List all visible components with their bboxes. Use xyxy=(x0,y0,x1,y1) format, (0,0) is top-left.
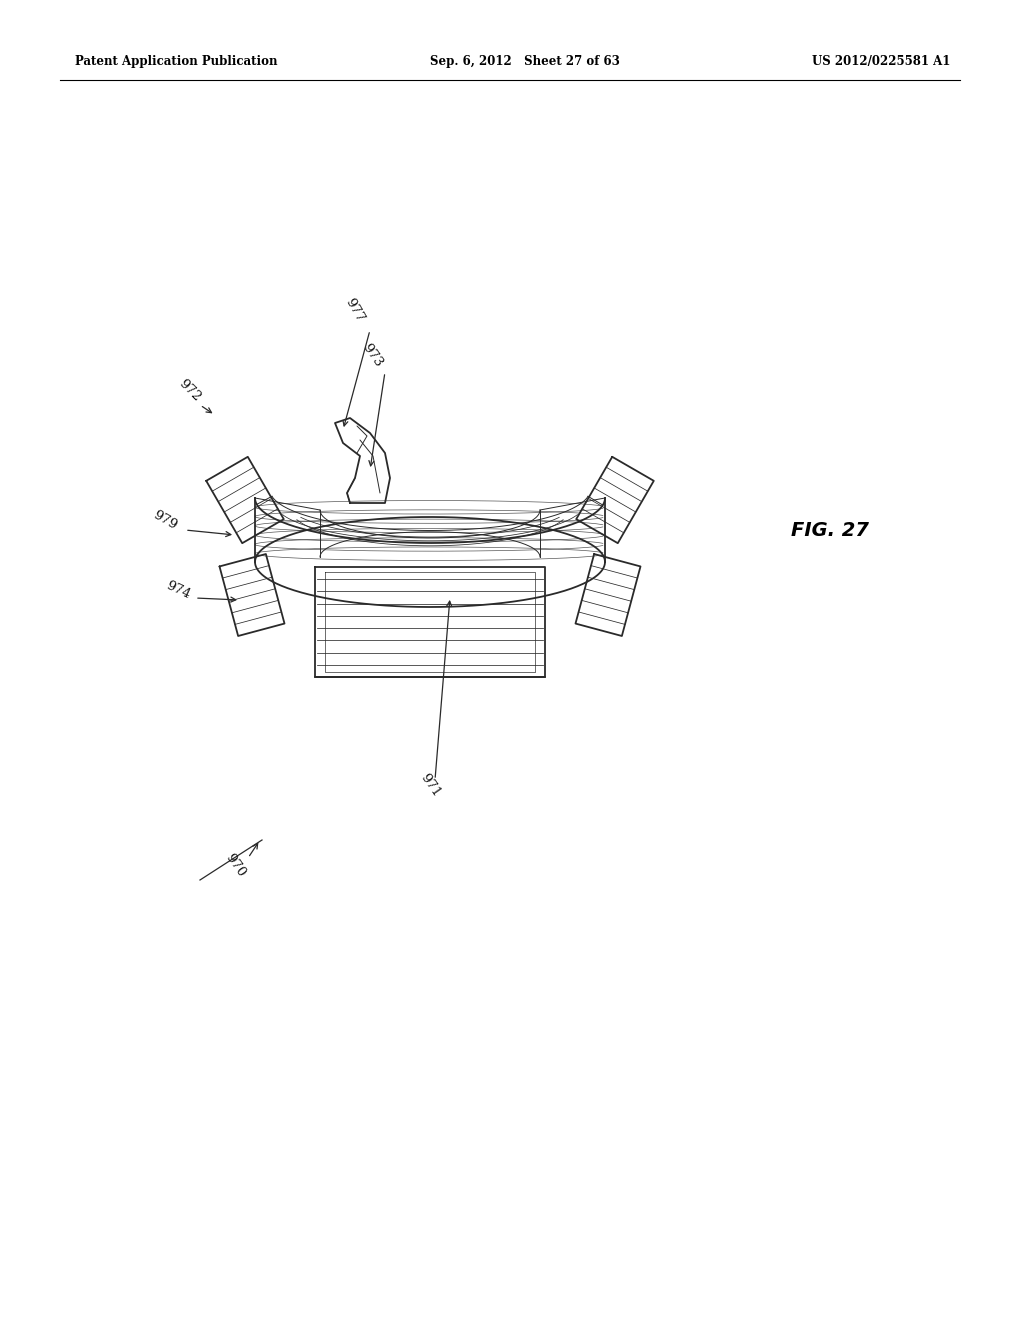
Text: 974: 974 xyxy=(164,578,193,601)
Text: 977: 977 xyxy=(343,296,367,325)
Text: 970: 970 xyxy=(222,851,248,879)
Text: FIG. 27: FIG. 27 xyxy=(791,520,869,540)
Text: 971: 971 xyxy=(418,771,442,799)
Text: US 2012/0225581 A1: US 2012/0225581 A1 xyxy=(812,55,950,69)
Text: 972: 972 xyxy=(176,376,204,404)
Text: Patent Application Publication: Patent Application Publication xyxy=(75,55,278,69)
Text: 979: 979 xyxy=(151,508,179,532)
Text: Sep. 6, 2012   Sheet 27 of 63: Sep. 6, 2012 Sheet 27 of 63 xyxy=(430,55,620,69)
Text: 973: 973 xyxy=(359,341,385,370)
